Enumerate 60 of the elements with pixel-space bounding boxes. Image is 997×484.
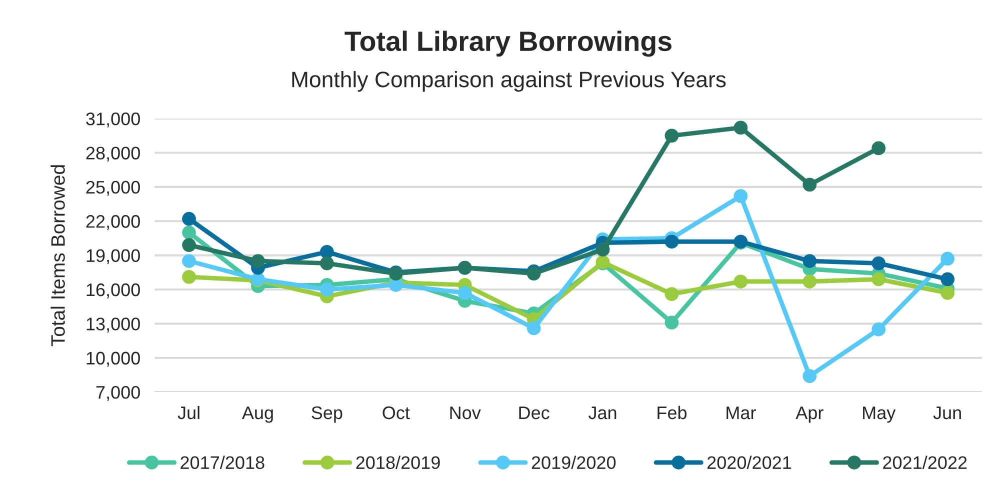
point: [802, 254, 817, 268]
point: [734, 120, 748, 135]
x-tick-label: Apr: [796, 406, 824, 423]
point: [458, 286, 472, 300]
point: [802, 274, 817, 288]
point: [320, 256, 334, 270]
point: [734, 189, 748, 204]
point: [320, 282, 334, 296]
point: [526, 321, 541, 336]
y-tick-label: 7,000: [96, 386, 140, 401]
y-tick-label: 25,000: [86, 180, 140, 196]
legend-label: 2021/2022: [883, 456, 967, 470]
x-tick-label: Jun: [933, 406, 961, 420]
point: [182, 270, 196, 284]
chart-subtitle: Monthly Comparison against Previous Years: [292, 71, 726, 92]
x-tick-label: May: [863, 406, 896, 423]
chart-title: Total Library Borrowings: [344, 30, 672, 57]
point: [940, 272, 955, 286]
point: [940, 286, 955, 300]
point: [872, 256, 886, 270]
y-tick-label: 13,000: [86, 318, 140, 333]
y-tick-label: 22,000: [86, 215, 140, 230]
x-tick-label: Dec: [519, 406, 550, 420]
x-tick-label: Jan: [588, 406, 616, 420]
y-tick-label: 16,000: [86, 283, 140, 298]
y-tick-label: 10,000: [86, 352, 140, 367]
x-tick-label: Sep: [312, 406, 342, 423]
point: [802, 369, 817, 384]
y-tick-label: 28,000: [86, 146, 140, 162]
point: [872, 322, 886, 336]
point: [320, 244, 334, 259]
point: [802, 178, 817, 192]
point: [182, 254, 196, 268]
x-tick-label: Mar: [726, 406, 756, 420]
point: [872, 141, 886, 156]
point: [734, 274, 748, 288]
x-tick-label: Aug: [242, 406, 273, 423]
legend-label: 2018/2019: [356, 456, 440, 470]
y-axis-title: Total Items Borrowed: [50, 165, 65, 346]
x-tick-label: Oct: [382, 406, 410, 420]
point: [251, 254, 265, 268]
y-tick-label: 19,000: [86, 249, 140, 264]
legend-label: 2019/2020: [532, 456, 616, 470]
point: [664, 234, 679, 249]
y-tick-label: 31,000: [86, 112, 140, 128]
point: [182, 226, 196, 240]
point: [596, 242, 610, 257]
legend-label: 2020/2021: [707, 456, 792, 470]
point: [872, 272, 886, 286]
point: [664, 128, 679, 143]
point: [526, 266, 541, 280]
x-tick-label: Feb: [658, 406, 687, 420]
point: [940, 252, 955, 266]
point: [182, 212, 196, 226]
point: [664, 316, 679, 330]
point: [182, 238, 196, 252]
x-tick-label: Jul: [178, 406, 200, 420]
point: [664, 287, 679, 301]
legend-label: 2017/2018: [180, 456, 264, 470]
x-tick-label: Nov: [450, 406, 481, 420]
